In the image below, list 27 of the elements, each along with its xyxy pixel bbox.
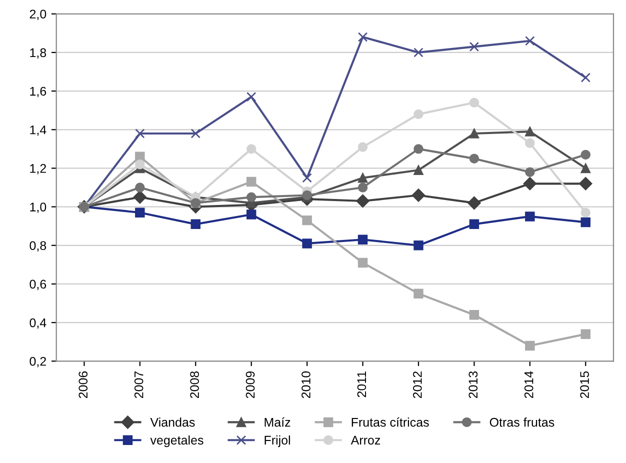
- legend-label: Otras frutas: [490, 418, 554, 427]
- legend-label: vegetales: [150, 435, 204, 448]
- y-tick-label: 1,4: [30, 126, 46, 136]
- y-tick-label: 2,0: [30, 10, 46, 20]
- x-tick-label: 2010: [302, 371, 310, 398]
- legend-label: Frijol: [264, 435, 290, 448]
- y-tick-label: 0,6: [30, 280, 46, 290]
- y-tick-label: 0,4: [30, 318, 46, 329]
- y-tick-label: 1,2: [30, 164, 46, 174]
- legend-label: Maíz: [264, 417, 290, 427]
- y-tick-label: 0,8: [30, 241, 46, 252]
- legend-label: Arroz: [350, 436, 380, 445]
- x-tick-label: 2011: [357, 371, 366, 398]
- legend-label: Viandas: [150, 418, 195, 427]
- x-tick-label: 2015: [580, 371, 589, 398]
- x-tick-label: 2014: [524, 371, 534, 398]
- x-tick-label: 2008: [190, 371, 199, 398]
- y-tick-label: 0,2: [30, 356, 46, 368]
- x-tick-label: 2009: [246, 371, 255, 398]
- y-tick-label: 1,8: [30, 48, 46, 59]
- x-tick-label: 2006: [78, 371, 88, 398]
- x-tick-label: 2007: [134, 371, 144, 398]
- x-tick-label: 2012: [412, 371, 422, 398]
- legend-label: Frutas cítricas: [352, 417, 429, 427]
- y-tick-label: 1,0: [30, 202, 46, 213]
- x-tick-label: 2013: [468, 371, 478, 398]
- y-tick-label: 1,6: [30, 86, 46, 98]
